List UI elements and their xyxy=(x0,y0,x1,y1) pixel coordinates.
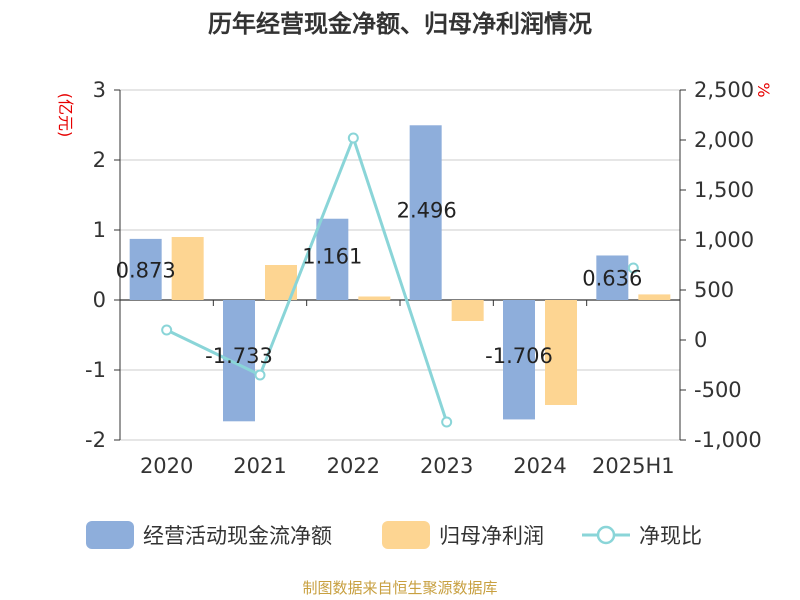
data-label: 2.496 xyxy=(397,198,457,222)
x-tick-label: 2022 xyxy=(327,454,380,478)
right-tick-label: 500 xyxy=(694,278,734,302)
right-tick-label: 1,500 xyxy=(694,178,754,202)
left-tick-label: 1 xyxy=(93,218,106,242)
right-tick-label: -500 xyxy=(694,378,742,402)
bar-cashflow xyxy=(596,255,629,300)
ratio-point xyxy=(254,369,266,381)
bar-cashflow xyxy=(129,238,162,300)
left-tick-label: 3 xyxy=(93,78,106,102)
legend-label-ratio: 净现比 xyxy=(639,524,702,548)
left-tick-label: 0 xyxy=(93,288,106,312)
x-tick-label: 2024 xyxy=(513,454,566,478)
right-axis-unit: % xyxy=(754,82,773,97)
left-tick-label: -2 xyxy=(85,428,106,452)
x-tick-label: 2021 xyxy=(233,454,286,478)
source-note: 制图数据来自恒生聚源数据库 xyxy=(302,579,497,597)
bar-cashflow xyxy=(409,125,442,300)
legend-label-netprofit: 归母净利润 xyxy=(439,524,544,548)
x-tick-label: 2020 xyxy=(140,454,193,478)
data-label: 0.873 xyxy=(116,258,176,282)
data-label: 0.636 xyxy=(582,267,642,291)
ratio-line xyxy=(161,132,639,428)
tick-labels: 3 2 1 0 -1 -2 2,500 2,000 1,500 1,000 500 0 -500 -1,0… xyxy=(85,78,762,478)
left-axis-unit: (亿元) xyxy=(56,93,75,138)
data-labels: 0.873 -1.733 1.161 2.496 -1.706 0.636 xyxy=(116,198,643,368)
gridlines xyxy=(120,89,680,441)
bar-cashflow xyxy=(316,218,349,300)
left-tick-label: 2 xyxy=(93,148,106,172)
x-tick-label: 2025H1 xyxy=(592,454,675,478)
ratio-point xyxy=(627,262,639,274)
bar-netprofit xyxy=(451,300,484,321)
left-tick-label: -1 xyxy=(85,358,106,382)
axes xyxy=(114,89,686,441)
legend-swatch-cashflow xyxy=(86,521,134,549)
right-tick-label: 0 xyxy=(694,328,707,352)
data-label: -1.733 xyxy=(205,344,273,368)
right-tick-label: 1,000 xyxy=(694,228,754,252)
right-tick-label: 2,000 xyxy=(694,128,754,152)
ratio-point xyxy=(441,416,453,428)
legend-marker-ratio xyxy=(596,525,616,545)
chart-title: 历年经营现金净额、归母净利润情况 xyxy=(208,10,592,38)
legend-label-cashflow: 经营活动现金流净额 xyxy=(143,524,332,548)
data-label: -1.706 xyxy=(485,344,553,368)
ratio-line-segment xyxy=(166,133,449,423)
right-tick-label: -1,000 xyxy=(694,428,762,452)
x-tick-label: 2023 xyxy=(420,454,473,478)
bars xyxy=(129,125,671,422)
bar-netprofit xyxy=(358,296,391,300)
bar-netprofit xyxy=(638,294,671,300)
ratio-point xyxy=(161,324,173,336)
legend: 经营活动现金流净额 归母净利润 净现比 xyxy=(86,521,702,549)
bar-netprofit xyxy=(545,300,577,405)
bar-netprofit xyxy=(171,237,204,300)
ratio-point xyxy=(347,132,359,144)
bar-cashflow xyxy=(503,300,535,420)
right-tick-label: 2,500 xyxy=(694,78,754,102)
legend-swatch-netprofit xyxy=(382,521,430,549)
data-label: 1.161 xyxy=(302,245,362,269)
